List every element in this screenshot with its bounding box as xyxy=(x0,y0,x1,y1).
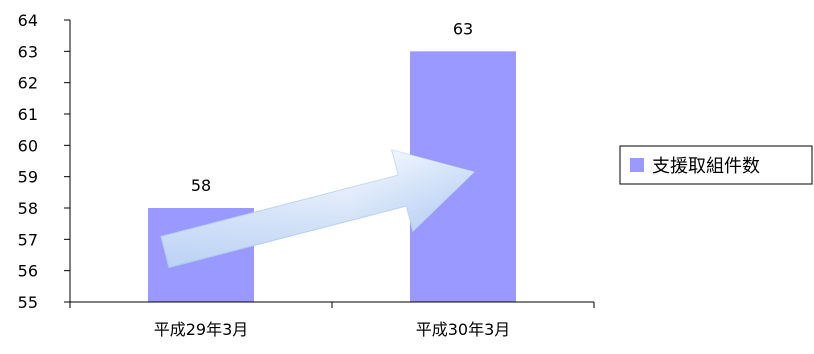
y-tick-label: 59 xyxy=(18,168,38,187)
y-tick-label: 61 xyxy=(18,105,38,124)
y-tick-label: 58 xyxy=(18,199,38,218)
y-tick-label: 60 xyxy=(18,136,38,155)
y-tick-label: 62 xyxy=(18,74,38,93)
legend-label: 支援取組件数 xyxy=(652,156,760,177)
legend-box xyxy=(619,145,813,185)
x-tick-label: 平成29年3月 xyxy=(154,320,249,339)
y-tick-label: 56 xyxy=(18,262,38,281)
y-tick-label: 57 xyxy=(18,230,38,249)
legend: 支援取組件数 xyxy=(619,145,813,185)
y-tick-label: 64 xyxy=(18,11,38,30)
data-label-2: 63 xyxy=(453,19,473,38)
labels-layer: 58 63 55 56 57 58 59 60 61 62 63 64 平成29年3月 平成30年3月 xyxy=(18,11,511,339)
trend-arrow xyxy=(160,149,475,269)
legend-swatch xyxy=(630,158,644,172)
trend-arrow-shading xyxy=(161,149,474,268)
x-tick-label: 平成30年3月 xyxy=(416,320,511,339)
data-label-1: 58 xyxy=(191,176,211,195)
y-tick-label: 55 xyxy=(18,293,38,312)
axes-layer xyxy=(64,19,595,308)
y-tick-label: 63 xyxy=(18,42,38,61)
